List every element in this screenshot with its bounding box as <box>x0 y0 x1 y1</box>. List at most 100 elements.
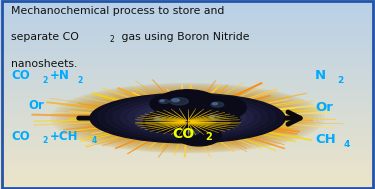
Text: 4: 4 <box>343 140 350 149</box>
Ellipse shape <box>84 92 291 144</box>
Bar <box>0 118 375 120</box>
Text: +N: +N <box>50 69 69 82</box>
Bar <box>0 175 375 176</box>
Bar <box>0 90 375 91</box>
Bar <box>0 172 375 173</box>
Ellipse shape <box>135 103 245 131</box>
Text: gas using Boron Nitride: gas using Boron Nitride <box>118 32 250 42</box>
Bar <box>0 101 375 102</box>
Bar <box>0 124 375 126</box>
Bar <box>0 17 375 19</box>
Text: Or: Or <box>28 99 44 112</box>
Ellipse shape <box>79 91 296 146</box>
Bar <box>0 61 375 63</box>
Text: CO: CO <box>11 130 30 143</box>
Bar <box>0 24 375 25</box>
Bar <box>0 96 375 98</box>
Bar <box>0 71 375 72</box>
Bar <box>0 85 375 87</box>
Text: 2: 2 <box>338 76 344 85</box>
Bar <box>0 120 375 121</box>
Bar <box>0 113 375 115</box>
Bar <box>0 145 375 146</box>
Bar <box>0 33 375 35</box>
Bar <box>0 0 375 2</box>
Bar <box>0 74 375 76</box>
Bar <box>0 126 375 128</box>
Bar <box>0 162 375 164</box>
Bar <box>0 109 375 110</box>
Text: 2: 2 <box>42 76 47 85</box>
Bar <box>0 69 375 71</box>
Bar <box>0 134 375 136</box>
Bar <box>0 44 375 46</box>
Bar <box>0 143 375 145</box>
Bar <box>0 128 375 129</box>
Bar <box>0 170 375 172</box>
Bar <box>0 14 375 16</box>
Bar <box>0 84 375 85</box>
Bar <box>0 35 375 36</box>
Ellipse shape <box>143 105 238 129</box>
Bar <box>0 36 375 38</box>
Text: Mechanochemical process to store and: Mechanochemical process to store and <box>11 6 225 16</box>
Bar <box>0 129 375 131</box>
Bar <box>0 57 375 58</box>
Bar <box>0 104 375 105</box>
Bar <box>0 25 375 27</box>
Bar <box>0 39 375 41</box>
Bar <box>0 131 375 132</box>
Ellipse shape <box>143 112 187 132</box>
Bar <box>0 169 375 170</box>
Bar <box>0 53 375 55</box>
Ellipse shape <box>154 90 221 122</box>
Bar <box>0 161 375 162</box>
Ellipse shape <box>188 130 194 132</box>
Bar <box>0 82 375 84</box>
Bar <box>0 30 375 32</box>
Bar <box>0 105 375 107</box>
Ellipse shape <box>76 90 299 146</box>
Ellipse shape <box>87 93 288 144</box>
Ellipse shape <box>120 99 261 135</box>
Ellipse shape <box>54 84 321 152</box>
Bar <box>0 22 375 24</box>
Bar <box>0 139 375 140</box>
Bar <box>0 6 375 8</box>
Bar <box>0 167 375 169</box>
Bar <box>0 79 375 80</box>
Bar <box>0 102 375 104</box>
Ellipse shape <box>70 88 304 148</box>
Bar <box>0 140 375 142</box>
Bar <box>0 165 375 167</box>
Text: 2: 2 <box>205 132 212 142</box>
Bar <box>0 94 375 96</box>
Text: 2: 2 <box>42 136 47 145</box>
Bar <box>0 32 375 33</box>
Bar <box>0 9 375 11</box>
Bar <box>0 180 375 181</box>
Bar <box>0 107 375 109</box>
Bar <box>0 68 375 69</box>
Bar <box>0 157 375 159</box>
Bar <box>0 150 375 151</box>
Text: 4: 4 <box>92 136 97 145</box>
Bar <box>0 136 375 137</box>
Ellipse shape <box>68 88 307 149</box>
Ellipse shape <box>181 115 200 120</box>
Bar <box>0 43 375 44</box>
Bar <box>0 50 375 52</box>
Bar <box>0 49 375 50</box>
Bar <box>0 112 375 113</box>
Text: separate CO: separate CO <box>11 32 79 42</box>
Bar <box>0 132 375 134</box>
Text: nanosheets.: nanosheets. <box>11 59 78 69</box>
Ellipse shape <box>57 85 318 151</box>
Ellipse shape <box>90 93 285 143</box>
Ellipse shape <box>155 117 160 119</box>
Ellipse shape <box>160 100 164 102</box>
Ellipse shape <box>172 99 179 102</box>
Bar <box>0 76 375 77</box>
Bar <box>0 121 375 123</box>
Bar <box>0 87 375 88</box>
